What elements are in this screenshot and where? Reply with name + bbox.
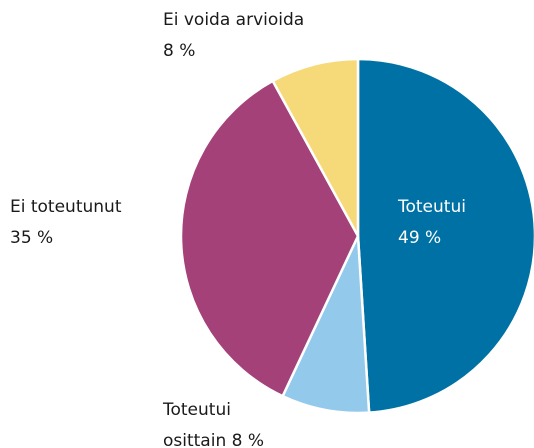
value-label: 35 %	[10, 228, 54, 248]
slice-label: Ei toteutunut 35 %	[10, 192, 160, 254]
category-label: Toteutui osittain	[163, 400, 231, 448]
category-label: Ei voida arvioida	[163, 10, 305, 30]
slice-label: Toteutui osittain 8 %	[163, 395, 273, 448]
slice-label: Toteutui 49 %	[398, 192, 528, 254]
value-label: 49 %	[398, 228, 442, 248]
pie-slice	[179, 79, 360, 398]
pie-slice	[356, 57, 534, 414]
category-label: Ei toteutunut	[10, 197, 122, 217]
category-label: Toteutui	[398, 197, 466, 217]
value-label: 8 %	[231, 431, 265, 448]
pie-slice	[271, 57, 360, 237]
value-label: 8 %	[163, 41, 196, 61]
pie-slice	[280, 235, 371, 415]
slice-label: Ei voida arvioida 8 %	[163, 5, 363, 67]
